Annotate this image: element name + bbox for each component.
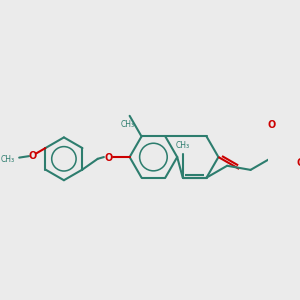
Text: O: O <box>297 158 300 168</box>
Text: CH₃: CH₃ <box>121 120 135 129</box>
Text: O: O <box>267 120 275 130</box>
Text: CH₃: CH₃ <box>1 155 15 164</box>
Text: O: O <box>28 151 37 161</box>
Text: O: O <box>104 153 112 163</box>
Text: CH₃: CH₃ <box>176 141 190 150</box>
